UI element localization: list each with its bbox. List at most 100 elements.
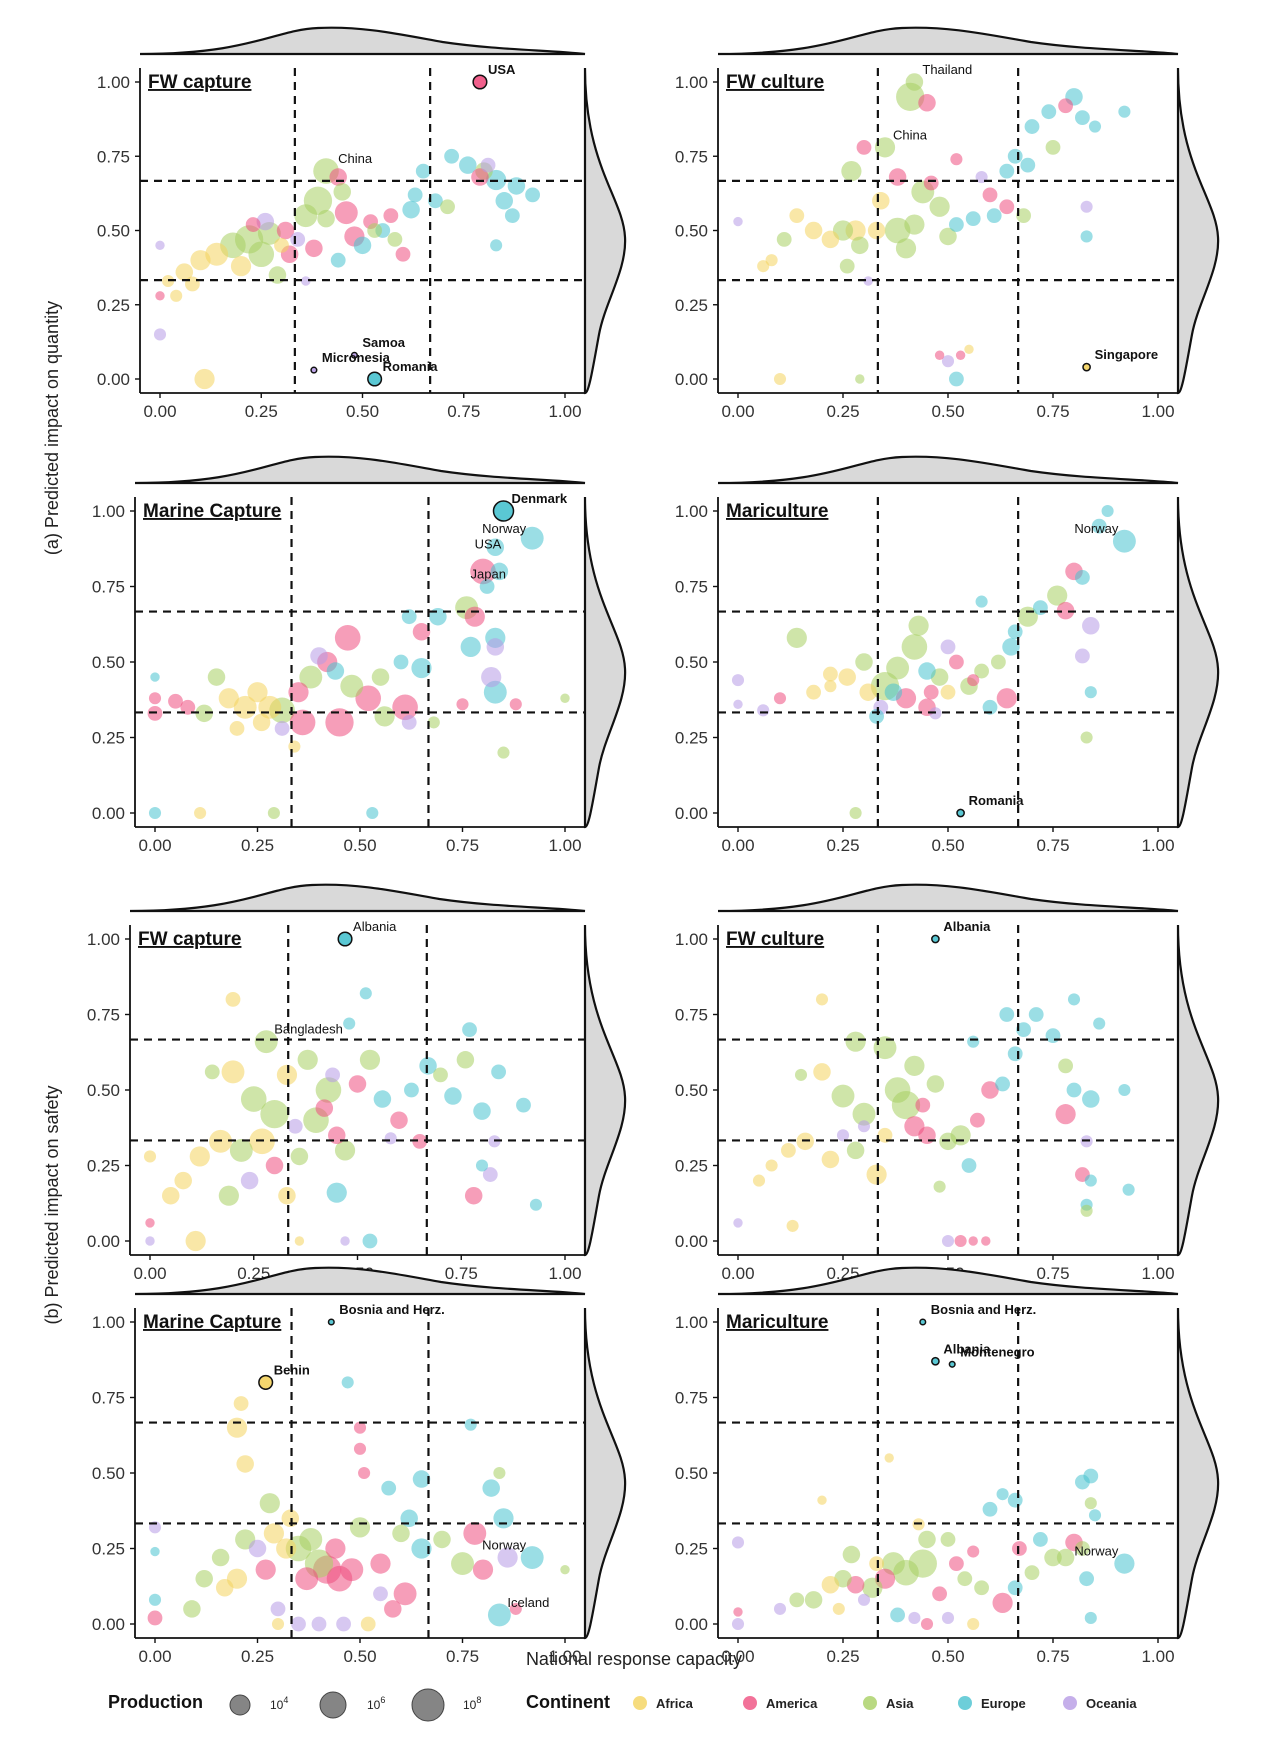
point-africa	[194, 368, 215, 390]
point-oceania	[773, 1602, 787, 1615]
point-asia	[886, 656, 910, 680]
point-oceania	[310, 647, 328, 665]
point-oceania	[940, 639, 956, 655]
top-density	[129, 883, 586, 913]
y-tick-label: 0.50	[675, 1464, 708, 1483]
point-europe	[869, 708, 884, 724]
y-tick-label: 1.00	[92, 1313, 125, 1332]
point-america	[340, 1558, 364, 1582]
point-europe	[404, 1082, 419, 1098]
size-label-large-exp: 8	[476, 1695, 481, 1705]
size-legend: 104 106 108	[229, 1688, 481, 1722]
point-europe	[148, 1593, 162, 1606]
x-tick-label: 1.00	[1141, 836, 1174, 855]
point-africa	[804, 221, 823, 240]
point-america	[1055, 1104, 1076, 1125]
panel-b2: 0.000.250.500.751.000.000.250.500.751.00…	[675, 883, 1220, 1283]
point-asia	[497, 746, 510, 759]
point-oceania	[291, 1616, 306, 1632]
point-africa	[765, 254, 778, 267]
point-asia	[371, 668, 390, 686]
point-europe	[504, 208, 520, 224]
x-tick-label: 0.00	[721, 1647, 754, 1666]
x-tick-label: 1.00	[548, 836, 581, 855]
point-africa	[773, 372, 787, 386]
point-africa	[786, 1219, 799, 1232]
point-asia	[392, 1524, 410, 1543]
point-america	[471, 168, 489, 186]
x-tick-label: 0.75	[447, 402, 480, 421]
point-asia	[855, 374, 865, 384]
point-europe	[1007, 1492, 1023, 1508]
point-africa	[247, 682, 268, 703]
point-oceania	[373, 1586, 388, 1602]
point-oceania	[480, 157, 496, 173]
x-tick-label: 0.25	[826, 1647, 859, 1666]
annotation-label: Montenegro	[960, 1344, 1034, 1359]
x-tick-label: 0.75	[446, 836, 479, 855]
point-oceania	[482, 1167, 498, 1182]
point-asia	[874, 137, 896, 158]
point-europe	[326, 1182, 347, 1203]
point-europe	[444, 1087, 462, 1105]
point-oceania	[153, 328, 167, 341]
point-europe	[1114, 1553, 1135, 1574]
point-asia	[334, 1140, 356, 1161]
right-density	[1176, 496, 1220, 829]
y-tick-label: 0.00	[87, 1232, 120, 1251]
y-tick-label: 0.25	[97, 296, 130, 315]
point-europe	[1084, 1611, 1097, 1625]
point-africa	[752, 1174, 766, 1187]
highlight-point	[919, 1318, 927, 1326]
point-africa	[175, 263, 194, 281]
point-africa	[821, 230, 840, 249]
point-america	[370, 1553, 391, 1574]
point-africa	[185, 276, 200, 292]
y-tick-label: 1.00	[675, 73, 708, 92]
point-america	[390, 1111, 408, 1129]
x-tick-label: 0.50	[346, 402, 379, 421]
point-america	[856, 139, 872, 155]
legend-label-europe: Europe	[981, 1696, 1026, 1711]
point-america	[470, 558, 496, 585]
point-europe	[464, 1418, 477, 1431]
point-asia	[794, 1068, 808, 1081]
point-america	[950, 153, 963, 166]
annotation-label: USA	[475, 536, 502, 551]
y-tick-label: 0.75	[92, 1389, 125, 1408]
legend-label-africa: Africa	[656, 1696, 694, 1711]
right-density	[1176, 1307, 1220, 1640]
legend: Production 104 106 108 Continent Africa A…	[108, 1688, 1137, 1722]
point-europe	[326, 662, 345, 680]
annotation-label: China	[338, 151, 373, 166]
size-label-large: 108	[463, 1695, 481, 1712]
point-america	[968, 1236, 978, 1246]
point-america	[412, 1133, 428, 1149]
point-africa	[823, 666, 838, 682]
point-africa	[817, 1495, 827, 1505]
point-europe	[479, 579, 495, 594]
y-tick-label: 0.50	[675, 653, 708, 672]
point-oceania	[731, 1617, 745, 1631]
point-asia	[333, 183, 351, 201]
point-europe	[1007, 1046, 1023, 1062]
x-tick-label: 0.25	[241, 836, 274, 855]
point-asia	[254, 1030, 278, 1054]
size-label-small: 104	[270, 1695, 288, 1712]
point-europe	[444, 148, 459, 164]
point-america	[464, 1186, 483, 1205]
point-europe	[1118, 105, 1131, 118]
point-america	[981, 1081, 999, 1099]
point-asia	[786, 627, 807, 648]
point-asia	[846, 1141, 865, 1160]
annotation-label: Romania	[969, 793, 1025, 808]
point-asia	[841, 161, 862, 182]
legend-swatch-america	[743, 1696, 757, 1710]
point-america	[334, 625, 361, 651]
point-africa	[806, 684, 821, 700]
point-asia	[1047, 585, 1068, 606]
point-asia	[1045, 139, 1061, 155]
x-tick-label: 1.00	[1141, 1647, 1174, 1666]
point-oceania	[325, 1067, 340, 1083]
panel-a1: 0.00 0.25 0.50 0.75 1.00 0.00 0.25 0.50 0.75 1.00…	[97, 26, 627, 421]
